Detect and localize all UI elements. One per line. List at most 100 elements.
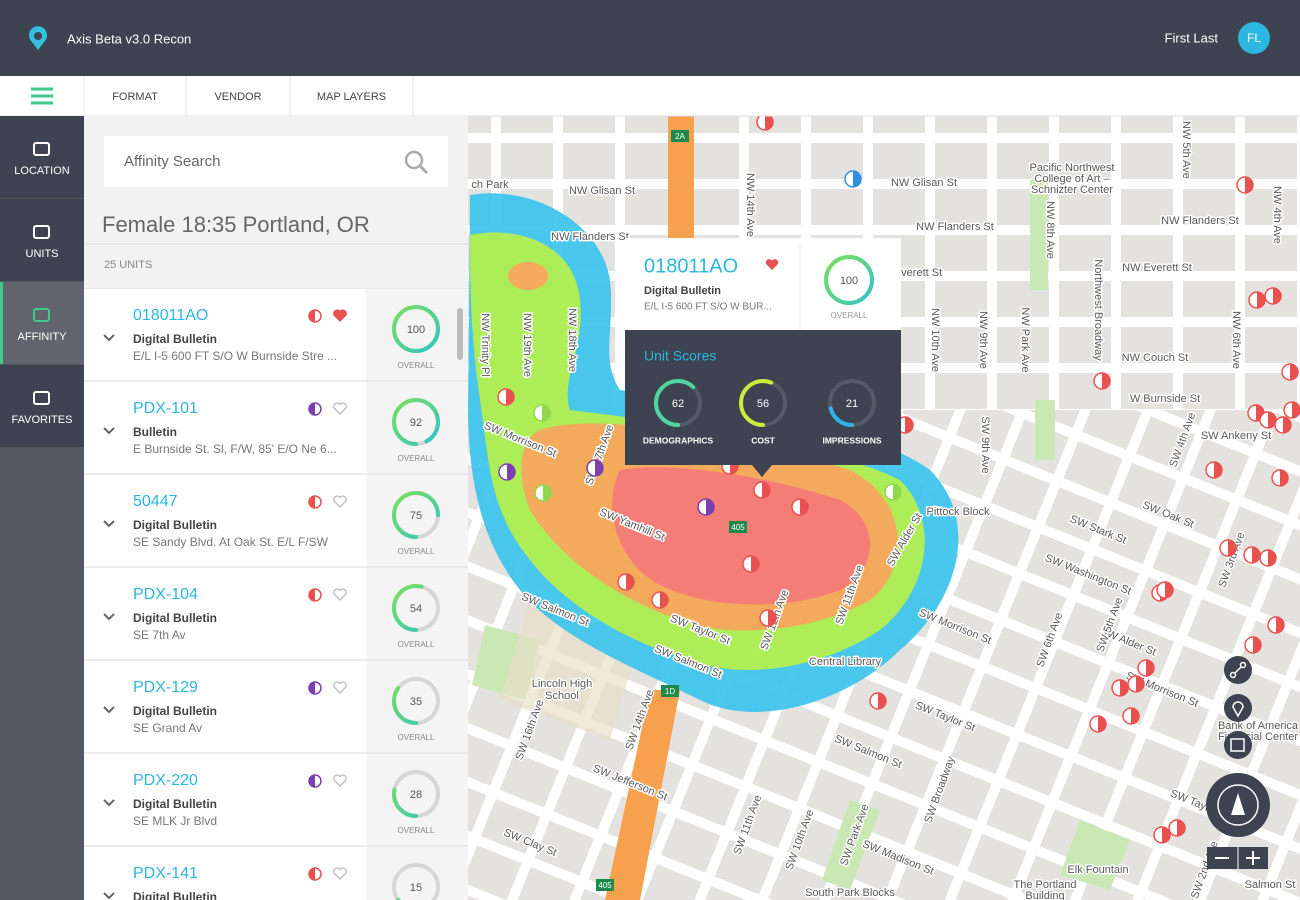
gauge-arc — [828, 379, 876, 427]
unit-type-icon-half — [309, 775, 315, 787]
unit-pin-half — [1276, 617, 1284, 633]
unit-type-icon-half — [309, 496, 315, 508]
unit-id[interactable]: PDX-101 — [133, 400, 198, 417]
header — [0, 0, 1300, 76]
map-label: Central Library — [809, 656, 882, 668]
score-value: 75 — [410, 510, 422, 522]
unit-id[interactable]: 018011AO — [133, 307, 208, 324]
map-label: Everett St — [894, 267, 942, 279]
expand-chevron[interactable] — [103, 892, 115, 900]
map-label: Pacific Northwest — [1030, 162, 1115, 174]
unit-count: 25 UNITS — [104, 259, 152, 271]
unit-id[interactable]: PDX-141 — [133, 865, 198, 882]
favorite[interactable] — [333, 681, 347, 694]
map-label: NW Couch St — [1122, 352, 1189, 364]
map-label: NW Flanders St — [1161, 215, 1239, 227]
search-icon[interactable] — [404, 150, 424, 170]
unit-location: SE Sandy Blvd. At Oak St. E/L F/SW — [133, 535, 329, 549]
gauge-track — [392, 863, 440, 900]
unit-pin-half — [1120, 680, 1128, 696]
map-label: NW Glisan St — [891, 177, 957, 189]
unit-score-cell — [366, 661, 468, 753]
unit-pin-half — [762, 482, 770, 498]
unit-pin-half — [626, 574, 634, 590]
highway-shield — [661, 685, 679, 697]
avatar[interactable] — [1238, 22, 1270, 54]
unit-row[interactable] — [84, 475, 366, 567]
search-area-button[interactable] — [1224, 731, 1252, 759]
map-label: NW Everett St — [1122, 262, 1192, 274]
favorite[interactable] — [333, 588, 347, 601]
nav-item[interactable] — [0, 282, 84, 364]
unit-pin-half — [1290, 364, 1298, 380]
menu-button[interactable] — [31, 87, 53, 105]
unit-id[interactable]: PDX-104 — [133, 586, 198, 603]
unit-pin-half — [853, 171, 861, 187]
tab[interactable]: FORMAT — [112, 91, 158, 103]
map-label: The Portland — [1014, 879, 1077, 891]
unit-pin-half — [1280, 470, 1288, 486]
user-name[interactable]: First Last — [1165, 30, 1219, 45]
nav-item[interactable] — [0, 116, 84, 198]
unit-id[interactable]: PDX-129 — [133, 679, 198, 696]
unit-format: Digital Bulletin — [133, 611, 217, 625]
score-value: 62 — [672, 398, 684, 410]
gauge-arc — [392, 398, 440, 446]
favorite[interactable] — [333, 309, 347, 322]
unit-type-icon-half — [309, 310, 315, 322]
gauge-arc — [654, 379, 702, 427]
unit-pin-half — [1131, 708, 1139, 724]
expand-chevron[interactable] — [103, 334, 115, 342]
nav-item[interactable] — [0, 365, 84, 447]
popup: 018011AO Digital Bulletin E/L I-5 600 FT… — [625, 238, 901, 477]
unit-pin-half — [595, 460, 603, 476]
favorite[interactable] — [333, 774, 347, 787]
audience: Female 18:35 Portland, OR — [102, 212, 370, 237]
search-box[interactable] — [104, 136, 448, 187]
unit-pin-half — [1257, 292, 1265, 308]
unit-pin-half — [543, 485, 551, 501]
popup-id: 018011AO — [644, 255, 738, 277]
unit-score-cell — [366, 475, 468, 567]
unit-id[interactable]: 50447 — [133, 493, 178, 510]
unit-pin-half — [878, 693, 886, 709]
unit-row[interactable] — [84, 661, 366, 753]
unit-pin-half — [1228, 540, 1236, 556]
nav-item[interactable] — [0, 199, 84, 281]
expand-chevron[interactable] — [103, 520, 115, 528]
score-label: COST — [751, 435, 775, 445]
unit-score-cell — [366, 289, 468, 381]
expand-chevron[interactable] — [103, 706, 115, 714]
tab[interactable]: MAP LAYERS — [317, 91, 386, 103]
unit-row[interactable] — [84, 568, 366, 660]
unit-pin-half — [800, 499, 808, 515]
unit-pin-half — [1292, 402, 1300, 418]
nav-label: FAVORITES — [12, 414, 73, 426]
expand-chevron[interactable] — [103, 613, 115, 621]
popup-favorite[interactable] — [765, 259, 779, 270]
expand-chevron[interactable] — [103, 799, 115, 807]
unit-pin-half — [660, 592, 668, 608]
unit-row[interactable] — [84, 382, 366, 474]
unit-pin-half — [1102, 373, 1110, 389]
tab[interactable]: VENDOR — [214, 91, 261, 103]
favorite[interactable] — [333, 867, 347, 880]
expand-chevron[interactable] — [103, 427, 115, 435]
map-label: Northwest Broadway — [1092, 259, 1104, 361]
location-button[interactable] — [1224, 694, 1252, 722]
map-label: School — [545, 690, 579, 702]
unit-row[interactable] — [84, 847, 366, 900]
unit-pin-half — [1162, 827, 1170, 843]
favorite[interactable] — [333, 495, 347, 508]
favorite[interactable] — [333, 402, 347, 415]
popup-overall-label: OVERALL — [831, 311, 868, 320]
unit-pin-half — [1214, 462, 1222, 478]
unit-row[interactable] — [84, 754, 366, 846]
unit-row[interactable] — [84, 289, 366, 381]
unit-id[interactable]: PDX-220 — [133, 772, 198, 789]
scrollbar[interactable] — [457, 308, 463, 360]
gauge-arc — [824, 255, 874, 305]
popup-format: Digital Bulletin — [644, 285, 721, 297]
map[interactable]: NW Glisan St NW Glisan St NW Flanders St NW… — [468, 114, 1300, 900]
